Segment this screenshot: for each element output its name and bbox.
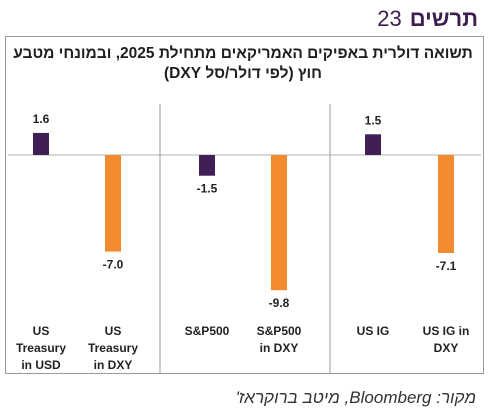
source-note: מקור: Bloomberg, מיטב ברוקראז' bbox=[235, 388, 476, 407]
bar-3-1 bbox=[365, 134, 381, 155]
chart-heading: תרשים 23 bbox=[377, 6, 478, 32]
bar-3-2 bbox=[438, 155, 454, 253]
category-label-3-1: US IG bbox=[357, 324, 390, 338]
value-label-2-2: -9.8 bbox=[269, 296, 290, 310]
bar-1-1 bbox=[33, 132, 49, 155]
category-label-1-2: US Treasury in DXY bbox=[88, 324, 138, 372]
category-label-2-1: S&P500 bbox=[185, 324, 230, 338]
bar-1-2 bbox=[105, 155, 121, 252]
bar-2-1 bbox=[199, 155, 215, 176]
chart-panel bbox=[5, 36, 484, 374]
category-label-2-2: S&P500 in DXY bbox=[257, 324, 302, 355]
value-label-2-1: -1.5 bbox=[197, 182, 218, 196]
bar-2-2 bbox=[271, 155, 287, 291]
chart-title: תשואה דולרית באפיקים האמריקאים מתחילת 20… bbox=[13, 45, 473, 82]
value-label-3-1: 1.5 bbox=[365, 113, 382, 127]
chart-heading-number: 23 bbox=[377, 6, 402, 31]
category-label-3-2: US IG in DXY bbox=[423, 324, 470, 355]
value-label-3-2: -7.1 bbox=[436, 259, 457, 273]
chart-heading-word: תרשים bbox=[409, 6, 478, 31]
category-label-1-1: US Treasury in USD bbox=[16, 324, 66, 372]
value-label-1-1: 1.6 bbox=[33, 112, 50, 126]
value-label-1-2: -7.0 bbox=[103, 258, 124, 272]
